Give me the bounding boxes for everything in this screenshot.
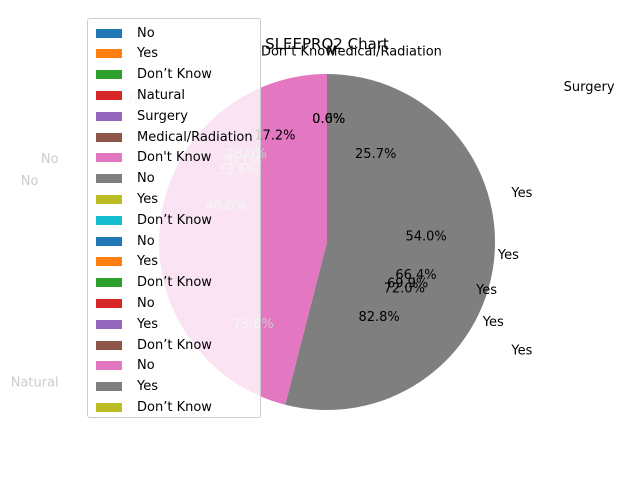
- pct-label-8: 54.0%: [405, 230, 446, 245]
- legend-item: Natural: [96, 85, 185, 105]
- legend-swatch: [96, 236, 122, 246]
- legend-swatch: [96, 257, 122, 267]
- slice-label-9: Yes: [510, 186, 532, 201]
- legend: No Yes Don’t Know Natural Surgery Medical/Rad…: [87, 18, 261, 418]
- legend-item: No: [96, 293, 155, 313]
- legend-label: Medical/Radiation: [137, 129, 253, 145]
- pct-label-2: 17.2%: [254, 129, 295, 144]
- legend-swatch: [96, 132, 122, 142]
- legend-item: No: [96, 231, 155, 251]
- slice-label-11: Medical/Radiation: [326, 45, 442, 60]
- legend-swatch: [96, 361, 122, 371]
- slice-label-5: Yes: [510, 344, 532, 359]
- pct-label-13: 82.8%: [358, 310, 399, 325]
- legend-item: Yes: [96, 377, 158, 397]
- slice-labels: NoNoNoNaturalSurgeryYesYesYesYesYesDon’t…: [11, 45, 615, 391]
- legend-label: No: [137, 358, 155, 374]
- slice-label-6: Yes: [482, 315, 504, 330]
- legend-label: Yes: [137, 316, 158, 332]
- pct-label-1: 0.0%: [312, 112, 345, 127]
- legend-label: No: [137, 171, 155, 187]
- legend-label: Don't Know: [137, 150, 212, 166]
- legend-item: Don't Know: [96, 148, 211, 168]
- legend-swatch: [96, 153, 122, 163]
- legend-label: No: [137, 25, 155, 41]
- legend-swatch: [96, 215, 122, 225]
- legend-label: Don’t Know: [137, 275, 212, 291]
- chart-title: SLEEPRO2 Chart: [265, 35, 389, 53]
- slice-label-7: Yes: [475, 283, 497, 298]
- legend-swatch: [96, 70, 122, 80]
- legend-item: Don’t Know: [96, 210, 212, 230]
- legend-swatch: [96, 402, 122, 412]
- legend-swatch: [96, 278, 122, 288]
- pct-label-10: 69.9%: [387, 277, 428, 292]
- legend-label: Yes: [137, 379, 158, 395]
- legend-item: No: [96, 169, 155, 189]
- slice-label-8: Yes: [497, 248, 519, 263]
- legend-swatch: [96, 49, 122, 59]
- pie-slice-yes: [285, 74, 496, 410]
- legend-item: Don’t Know: [96, 397, 212, 417]
- legend-swatch: [96, 174, 122, 184]
- legend-swatch: [96, 90, 122, 100]
- legend-label: Yes: [137, 191, 158, 207]
- legend-swatch: [96, 319, 122, 329]
- legend-item: Don’t Know: [96, 65, 212, 85]
- legend-label: Don’t Know: [137, 337, 212, 353]
- legend-label: Natural: [137, 87, 185, 103]
- legend-swatch: [96, 194, 122, 204]
- pct-label-9: 66.4%: [395, 268, 436, 283]
- pct-label-11: 72.0%: [384, 282, 425, 297]
- legend-item: Surgery: [96, 106, 188, 126]
- legend-label: No: [137, 233, 155, 249]
- legend-item: Yes: [96, 189, 158, 209]
- legend-label: Don’t Know: [137, 212, 212, 228]
- legend-swatch: [96, 111, 122, 121]
- legend-label: Don’t Know: [137, 67, 212, 83]
- legend-item: Yes: [96, 252, 158, 272]
- legend-swatch: [96, 28, 122, 38]
- legend-swatch: [96, 340, 122, 350]
- slice-label-1: No: [41, 152, 59, 167]
- legend-item: No: [96, 23, 155, 43]
- legend-swatch: [96, 298, 122, 308]
- pct-label-0: 0.6%: [312, 112, 345, 127]
- legend-label: Don’t Know: [137, 399, 212, 415]
- legend-label: Yes: [137, 254, 158, 270]
- legend-label: Yes: [137, 46, 158, 62]
- pct-label-3: 25.7%: [355, 147, 396, 162]
- legend-item: No: [96, 356, 155, 376]
- legend-swatch: [96, 382, 122, 392]
- legend-item: Don’t Know: [96, 335, 212, 355]
- legend-label: Surgery: [137, 108, 188, 124]
- legend-label: No: [137, 295, 155, 311]
- legend-item: Yes: [96, 44, 158, 64]
- legend-item: Yes: [96, 314, 158, 334]
- slice-label-4: Surgery: [564, 80, 615, 95]
- legend-item: Don’t Know: [96, 273, 212, 293]
- slice-label-3: Natural: [11, 376, 59, 391]
- slice-label-2: No: [21, 174, 39, 189]
- legend-item: Medical/Radiation: [96, 127, 253, 147]
- slice-label-10: Don’t Know: [261, 45, 336, 60]
